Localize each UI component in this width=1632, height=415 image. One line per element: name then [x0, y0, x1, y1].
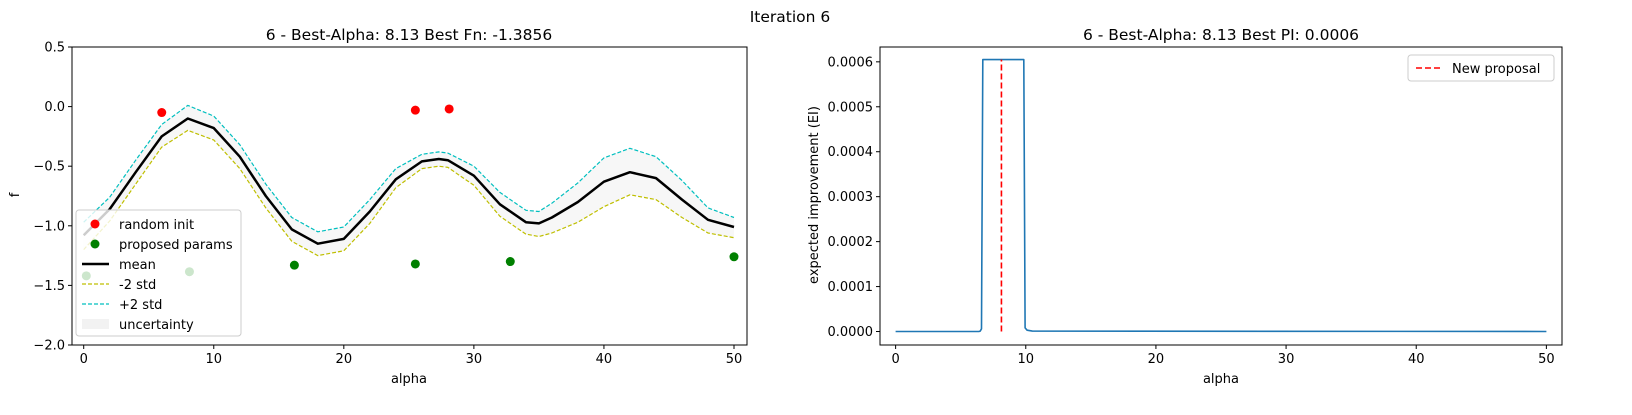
x-tick-label: 30	[1278, 352, 1295, 367]
y-tick-label: −1.0	[33, 219, 65, 234]
legend-frame	[75, 209, 242, 337]
y-tick-label: −2.0	[33, 339, 65, 354]
x-tick-label: 20	[336, 352, 353, 367]
proposed-params-point	[410, 259, 420, 269]
figure-suptitle: Iteration 6	[750, 8, 831, 26]
x-tick-label: 10	[205, 352, 222, 367]
chart-left-title: 6 - Best-Alpha: 8.13 Best Fn: -1.3856	[266, 26, 553, 44]
y-tick-label: 0.0000	[828, 325, 874, 340]
legend-swatch-proposed-params	[90, 239, 100, 249]
y-tick-label: 0.0	[44, 100, 65, 115]
chart-left-x-label: alpha	[391, 372, 427, 387]
chart-right-x-axis-ticks: 0 10 20 30 40 50	[891, 345, 1555, 367]
chart-left-y-label: f	[8, 192, 23, 197]
chart-left-axes-frame	[71, 46, 748, 346]
chart-right-lines	[895, 58, 1547, 333]
y-tick-label: −0.5	[33, 160, 65, 175]
chart-right-legend: New proposal	[1407, 54, 1555, 82]
chart-right-y-axis-ticks: 0.0000 0.0001 0.0002 0.0003 0.0004 0.0005 0.00…	[828, 55, 880, 340]
x-tick-label: 50	[1538, 352, 1555, 367]
y-tick-label: 0.5	[44, 41, 65, 56]
legend-label-random-init: random init	[119, 218, 194, 233]
chart-right: 6 - Best-Alpha: 8.13 Best PI: 0.0006 0 10…	[807, 26, 1563, 387]
x-tick-label: 0	[891, 352, 899, 367]
y-tick-label: 0.0005	[828, 100, 874, 115]
chart-left-legend: random init proposed params mean -2 std …	[75, 209, 242, 337]
uncertainty-band	[83, 105, 734, 256]
chart-left: 6 - Best-Alpha: 8.13 Best Fn: -1.3856 0 1…	[8, 26, 748, 387]
legend-label-proposed-params: proposed params	[119, 238, 233, 253]
random-init-point	[410, 105, 420, 115]
random-init-point	[157, 108, 167, 118]
y-tick-label: 0.0006	[828, 55, 874, 70]
chart-right-x-label: alpha	[1203, 372, 1239, 387]
chart-left-y-axis-ticks: −2.0 −1.5 −1.0 −0.5 0.0 0.5	[33, 41, 72, 354]
chart-right-y-label: expected improvement (EI)	[807, 106, 822, 284]
chart-right-title: 6 - Best-Alpha: 8.13 Best PI: 0.0006	[1083, 26, 1359, 44]
legend-frame	[1407, 54, 1555, 82]
chart-left-x-axis-ticks: 0 10 20 30 40 50	[80, 345, 743, 367]
chart-right-axes-frame	[879, 46, 1563, 346]
x-tick-label: 10	[1017, 352, 1034, 367]
y-tick-label: −1.5	[33, 279, 65, 294]
ei-line	[895, 58, 1547, 333]
proposed-params-point	[505, 257, 515, 267]
random-init-point	[444, 104, 454, 114]
legend-label-mean: mean	[119, 258, 156, 273]
y-tick-label: 0.0002	[828, 235, 874, 250]
chart-left-lines	[82, 104, 735, 257]
x-tick-label: 50	[726, 352, 743, 367]
plus-2-std-line	[83, 104, 735, 233]
legend-label-new-proposal: New proposal	[1452, 62, 1540, 77]
legend-label-uncertainty: uncertainty	[119, 318, 194, 333]
proposed-params-point	[289, 260, 299, 270]
x-tick-label: 0	[80, 352, 88, 367]
y-tick-label: 0.0003	[828, 190, 874, 205]
y-tick-label: 0.0001	[828, 280, 874, 295]
x-tick-label: 40	[1408, 352, 1425, 367]
legend-swatch-random-init	[90, 219, 100, 229]
x-tick-label: 30	[466, 352, 483, 367]
legend-label-plus-2-std: +2 std	[119, 298, 162, 313]
legend-label-minus-2-std: -2 std	[119, 278, 156, 293]
uncertainty-band-area	[83, 105, 734, 256]
minus-2-std-line	[83, 129, 735, 257]
y-tick-label: 0.0004	[828, 145, 874, 160]
x-tick-label: 20	[1148, 352, 1165, 367]
x-tick-label: 40	[596, 352, 613, 367]
proposed-params-point	[729, 252, 739, 262]
legend-swatch-uncertainty	[82, 319, 109, 329]
mean-line	[82, 117, 735, 245]
